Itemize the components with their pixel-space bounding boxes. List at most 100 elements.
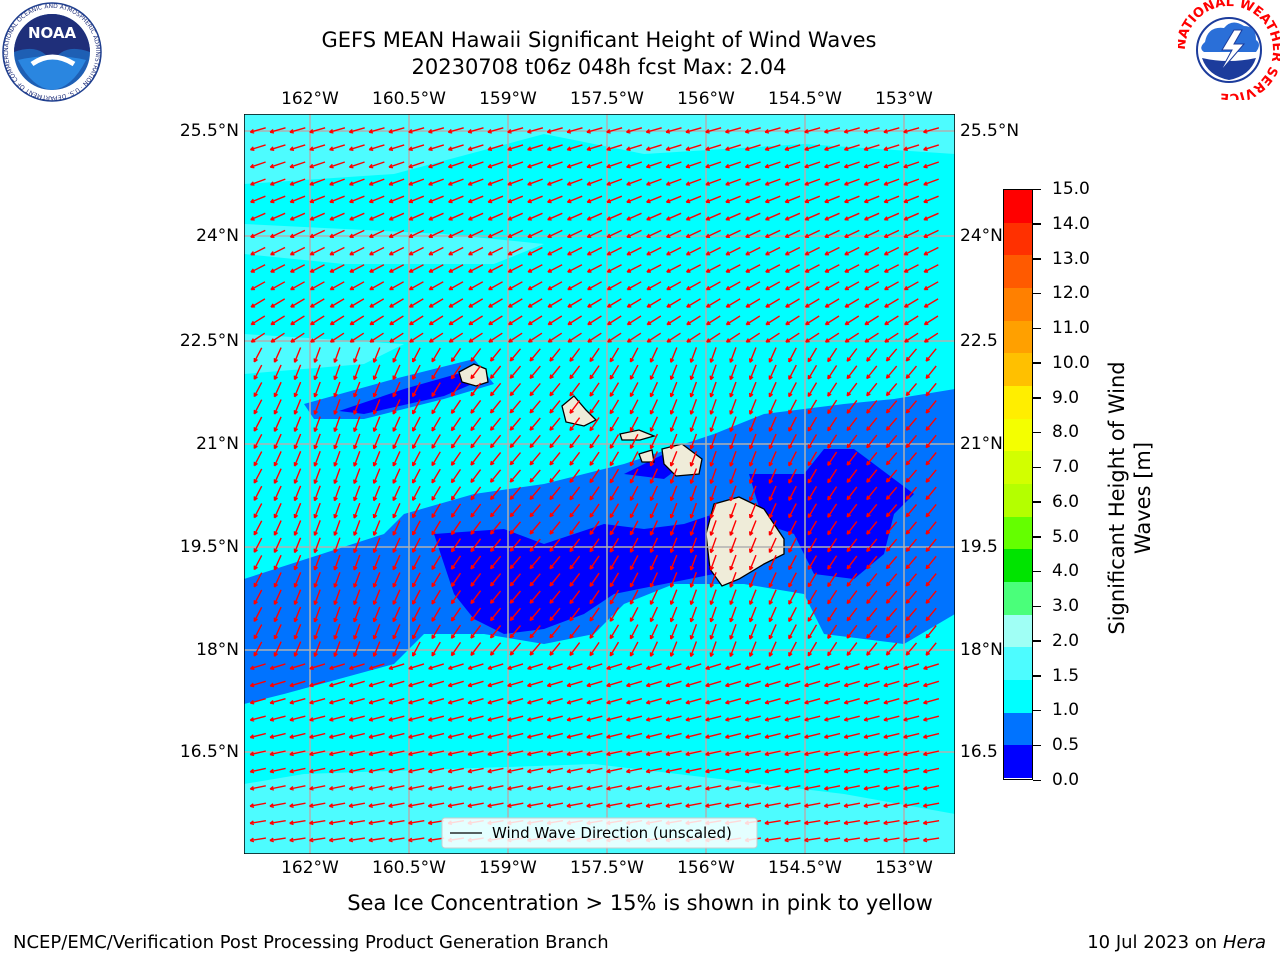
wind-direction-legend: Wind Wave Direction (unscaled): [441, 817, 758, 849]
lon-tick-bottom: 160.5°W: [372, 858, 446, 878]
colorbar-level: 8.0: [1052, 422, 1080, 443]
lon-tick-bottom: 159°W: [479, 858, 537, 878]
colorbar-level: 7.0: [1052, 457, 1080, 478]
colorbar-level: 5.0: [1052, 526, 1080, 547]
colorbar-level: 1.5: [1052, 665, 1080, 686]
colorbar-level: 0.0: [1052, 770, 1080, 790]
colorbar-tick: [1033, 292, 1041, 295]
colorbar-tick: [1033, 570, 1041, 573]
colorbar-segment: [1004, 418, 1032, 452]
wind-wave-direction-arrows: [249, 127, 940, 843]
noaa-logo-text: NOAA: [28, 24, 77, 42]
lon-tick-top: 160.5°W: [372, 89, 446, 109]
colorbar-tick: [1033, 501, 1041, 503]
noaa-logo: NOAA NATIONAL OCEANIC AND ATMOSPHERIC AD…: [2, 2, 102, 102]
lon-tick-top: 157.5°W: [570, 89, 644, 109]
lon-tick-top: 153°W: [875, 89, 933, 109]
lat-tick-left: 21°N: [196, 434, 239, 454]
colorbar-segment: [1004, 712, 1032, 746]
lat-tick-right: 16.5: [960, 742, 998, 762]
lat-tick-left: 22.5°N: [179, 331, 239, 351]
colorbar-segment: [1004, 745, 1032, 778]
colorbar-level: 1.0: [1052, 700, 1080, 721]
colorbar-tick: [1033, 397, 1041, 399]
lon-tick-top: 159°W: [479, 89, 537, 109]
colorbar-segment: [1004, 190, 1032, 223]
colorbar-tick: [1033, 536, 1041, 538]
wave-region-kauai-lee: [304, 359, 494, 419]
colorbar-title-line2: Waves [m]: [1131, 441, 1155, 555]
colorbar-segment: [1004, 614, 1032, 648]
sea-ice-note: Sea Ice Concentration > 15% is shown in …: [347, 891, 933, 915]
lat-tick-right: 24°N: [960, 226, 1003, 246]
colorbar-tick: [1033, 640, 1041, 642]
colorbar-segment: [1004, 647, 1032, 680]
island-oahu: [561, 395, 598, 427]
lon-tick-bottom: 154.5°W: [768, 858, 842, 878]
colorbar-segment: [1004, 222, 1032, 256]
map-subtitle: 20230708 t06z 048h fcst Max: 2.04: [411, 55, 787, 79]
colorbar-level: 4.0: [1052, 561, 1080, 582]
colorbar-level: 11.0: [1052, 318, 1090, 339]
lat-tick-left: 18°N: [196, 640, 239, 660]
colorbar-tick: [1033, 223, 1041, 225]
footer-date-text: 10 Jul 2023 on: [1087, 932, 1223, 953]
lat-tick-right: 18°N: [960, 640, 1003, 660]
colorbar-level: 9.0: [1052, 387, 1080, 408]
colorbar-segment: [1004, 483, 1032, 517]
colorbar-segment: [1004, 353, 1032, 386]
colorbar-tick: [1033, 362, 1041, 364]
lat-tick-left: 19.5°N: [179, 537, 239, 557]
lon-tick-top: 162°W: [281, 89, 339, 109]
colorbar-tick: [1033, 709, 1041, 712]
colorbar-tick: [1033, 675, 1041, 677]
nws-logo: NATIONAL WEATHER SERVICE: [1178, 0, 1280, 100]
lon-tick-top: 154.5°W: [768, 89, 842, 109]
colorbar-level: 10.0: [1052, 352, 1090, 373]
wind-wave-map: Wind Wave Direction (unscaled): [244, 114, 955, 854]
lat-tick-right: 19.5: [960, 537, 998, 557]
legend-label: Wind Wave Direction (unscaled): [492, 824, 732, 842]
calm-region-kauai: [339, 372, 484, 414]
lat-tick-right: 25.5°N: [960, 121, 1020, 141]
islands: [458, 363, 785, 587]
colorbar-segment: [1004, 581, 1032, 615]
colorbar-segment: [1004, 516, 1032, 550]
colorbar-level: 13.0: [1052, 248, 1090, 269]
lon-tick-bottom: 162°W: [281, 858, 339, 878]
colorbar-level: 3.0: [1052, 596, 1080, 617]
colorbar-segment: [1004, 320, 1032, 354]
lon-tick-bottom: 156°W: [677, 858, 735, 878]
footer-host: Hera: [1222, 932, 1266, 953]
colorbar-segment: [1004, 255, 1032, 288]
colorbar-title-line1: Significant Height of Wind: [1105, 361, 1129, 635]
colorbar-tick: [1033, 327, 1041, 330]
wave-region-west: [244, 334, 404, 374]
colorbar-level: 12.0: [1052, 283, 1090, 304]
lat-tick-right: 22.5: [960, 331, 998, 351]
colorbar-tick: [1033, 258, 1041, 260]
footer-branch: NCEP/EMC/Verification Post Processing Pr…: [13, 932, 609, 953]
colorbar-segment: [1004, 549, 1032, 582]
colorbar-title: Significant Height of Wind Waves [m]: [1104, 328, 1156, 668]
lat-tick-left: 16.5°N: [179, 742, 239, 762]
colorbar-tick: [1033, 431, 1041, 434]
colorbar-segment: [1004, 287, 1032, 321]
colorbar-tick: [1033, 605, 1041, 608]
lat-tick-right: 21°N: [960, 434, 1003, 454]
colorbar-level: 0.5: [1052, 735, 1080, 756]
colorbar: [1003, 189, 1033, 780]
calm-region-central: [434, 514, 734, 634]
lat-tick-left: 25.5°N: [179, 121, 239, 141]
colorbar-tick: [1033, 779, 1041, 781]
colorbar-tick: [1033, 466, 1041, 469]
lon-tick-bottom: 153°W: [875, 858, 933, 878]
colorbar-tick: [1033, 188, 1041, 190]
colorbar-segment: [1004, 451, 1032, 484]
colorbar-tick: [1033, 744, 1041, 747]
colorbar-level: 6.0: [1052, 491, 1080, 512]
colorbar-level: 2.0: [1052, 630, 1080, 651]
map-title: GEFS MEAN Hawaii Significant Height of W…: [321, 28, 877, 52]
colorbar-segment: [1004, 679, 1032, 713]
arrow-field: [249, 127, 940, 843]
